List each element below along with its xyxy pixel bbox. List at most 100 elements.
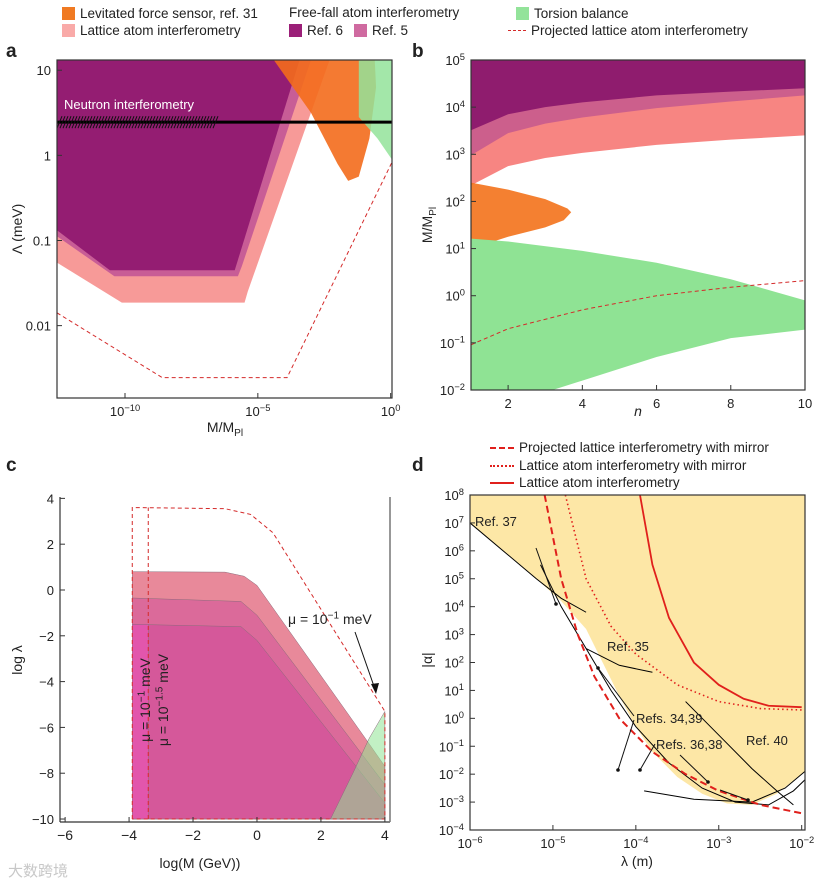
hatch-mark <box>116 115 123 129</box>
panel-letter-a: a <box>6 41 17 62</box>
y-tick-label: 104 <box>444 598 464 614</box>
panel-b: 2 4 6 8 10 10−2 10−1 100 101 102 103 104 105 n M/MPl <box>419 52 812 419</box>
hatch-mark <box>71 115 78 129</box>
region-torsion-balance <box>471 238 805 390</box>
y-tick-label: 100 <box>444 710 464 726</box>
hatch-mark <box>164 115 171 129</box>
annotation-ref: Ref. 37 <box>475 514 517 529</box>
x-tick-label: 10−5 <box>540 835 565 851</box>
y-tick-label: 100 <box>445 288 465 304</box>
x-tick-label: −2 <box>185 827 201 843</box>
hatch-mark <box>134 115 141 129</box>
y-tick-label: −8 <box>39 766 54 781</box>
legend-item-lattice: Lattice atom interferometry <box>62 23 241 38</box>
line-lattice-mirror <box>564 495 802 711</box>
legend-item-torsion: Torsion balance <box>516 6 629 21</box>
hatch-mark <box>57 115 63 129</box>
region-levitated-force-sensor <box>471 182 572 249</box>
arrow-head <box>371 683 379 694</box>
annotation-mu-1: μ = 10−1 meV <box>136 657 153 741</box>
hatch-mark <box>185 115 192 129</box>
x-axis-label: n <box>634 403 642 419</box>
x-tick-label: 4 <box>579 396 586 411</box>
y-tick-label: 104 <box>445 99 465 115</box>
region-torsion-balance <box>358 60 392 160</box>
x-tick-label: 100 <box>381 403 401 419</box>
arrow-line <box>354 631 377 693</box>
x-tick-label: 10−6 <box>457 835 482 851</box>
y-tick-label: 101 <box>445 240 465 256</box>
y-tick-label: 4 <box>47 491 54 506</box>
arrow-line <box>639 743 656 771</box>
legend-item-levitated: Levitated force sensor, ref. 31 <box>62 6 258 21</box>
y-tick-label: 10−2 <box>439 766 464 782</box>
plot-area <box>131 507 386 820</box>
hatch-mark <box>194 115 201 129</box>
hatch-mark <box>59 115 66 129</box>
y-tick-label: 105 <box>444 571 464 587</box>
panel-a: 10−10 10−5 100 10 1 0.1 0.01 M/MPl Λ (meV) Neutro… <box>9 59 401 439</box>
x-tick-label: 6 <box>653 396 660 411</box>
arrow-line <box>535 547 557 605</box>
arrow-line <box>597 667 635 717</box>
line-ref-40 <box>685 701 794 806</box>
y-tick-label: 10−4 <box>439 822 464 838</box>
hatch-mark <box>110 115 117 129</box>
plot-frame <box>56 59 393 399</box>
ref6-swatch <box>289 24 302 37</box>
hatch-mark <box>65 115 72 129</box>
y-tick-label: 102 <box>445 193 465 209</box>
legend-d-projected-mirror: Projected lattice interferometry with mi… <box>490 440 769 455</box>
region-ref-6 <box>471 60 805 131</box>
hatch-mark <box>131 115 138 129</box>
x-tick-label: 0 <box>253 827 261 843</box>
x-tick-label: 10−4 <box>623 835 648 851</box>
legend-label: Levitated force sensor, ref. 31 <box>80 6 258 21</box>
x-tick-label: 2 <box>504 396 511 411</box>
x-tick-label: 10−2 <box>789 835 814 851</box>
plot-area <box>57 60 392 379</box>
legend-label: Ref. 6 <box>307 23 344 38</box>
y-tick-label: 106 <box>444 543 464 559</box>
hatch-mark <box>209 115 216 129</box>
annotation-ref: Refs. 36,38 <box>656 737 723 752</box>
projected-dash-swatch <box>508 30 526 31</box>
hatch-mark <box>140 115 147 129</box>
y-tick-label: 10−1 <box>440 335 465 351</box>
x-axis-label: log(M (GeV)) <box>160 855 241 871</box>
plot-area <box>470 495 805 815</box>
arrow-line <box>679 754 709 783</box>
hatch-mark <box>74 115 81 129</box>
y-tick-label: 0.1 <box>33 233 51 248</box>
x-tick-label: −4 <box>121 827 137 843</box>
y-tick-label: 107 <box>444 515 464 531</box>
panel-letter-d: d <box>412 455 424 476</box>
hatch-mark <box>200 115 207 129</box>
y-tick-label: 10−3 <box>439 794 464 810</box>
hatch-mark <box>143 115 150 129</box>
arrow-head <box>638 768 642 772</box>
x-tick-label: 4 <box>381 827 389 843</box>
y-tick-label: 103 <box>444 626 464 642</box>
hatch-mark <box>77 115 84 129</box>
annotation-mu-arrow: μ = 10−1 meV <box>288 610 372 627</box>
x-tick-label: 10−5 <box>245 403 270 419</box>
region-excluded-region <box>470 495 805 805</box>
panel-d: 10−6 10−5 10−4 10−3 10−2 108 107 106 105 104 103 10… <box>419 487 814 869</box>
arrow-head <box>746 798 750 802</box>
region-ref-6 <box>57 60 300 271</box>
legend-item-ref6: Ref. 6 Ref. 5 <box>289 23 408 38</box>
y-tick-label: −10 <box>32 812 54 827</box>
hatch-mark <box>173 115 180 129</box>
y-tick-label: 108 <box>444 487 464 503</box>
hatch-mark <box>107 115 114 129</box>
hatch-mark <box>161 115 168 129</box>
y-tick-label: 105 <box>445 52 465 68</box>
y-tick-label: 1 <box>44 148 51 163</box>
y-tick-label: −4 <box>39 675 54 690</box>
annotation-mu-1-5: μ = 10−1.5 meV <box>154 653 171 746</box>
arrow-head <box>596 666 600 670</box>
annotation-ref: Refs. 34,39 <box>636 711 703 726</box>
line-ref-35 <box>585 648 653 673</box>
